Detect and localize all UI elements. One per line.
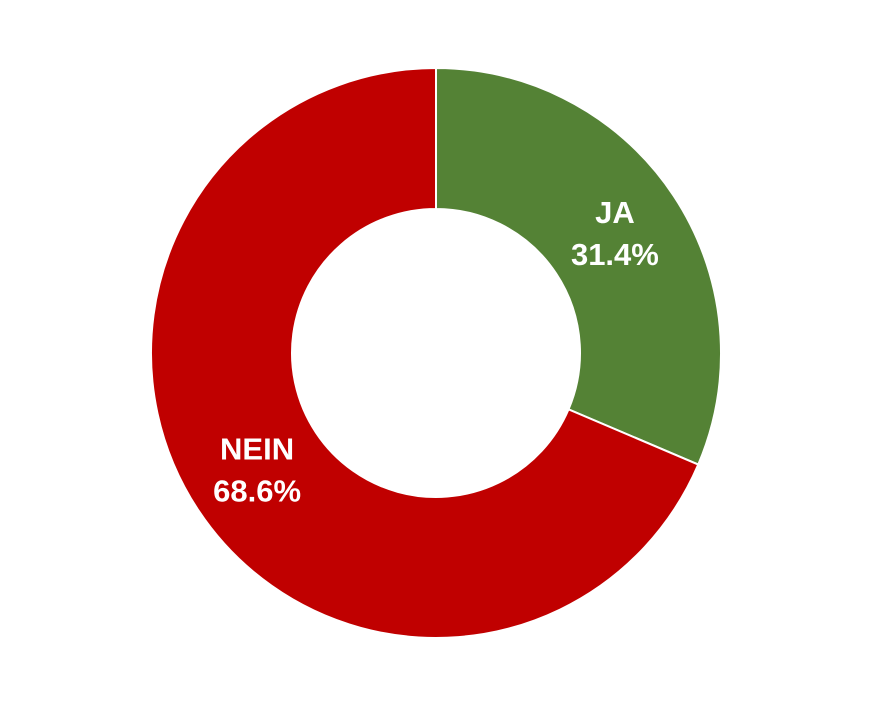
slice xyxy=(435,66,722,466)
slice-category-label: NEIN xyxy=(220,432,294,467)
slice-value-label: 68.6% xyxy=(213,474,301,509)
slice-value-label: 31.4% xyxy=(571,237,659,272)
slice-category-label: JA xyxy=(595,195,635,230)
slice xyxy=(150,66,700,639)
